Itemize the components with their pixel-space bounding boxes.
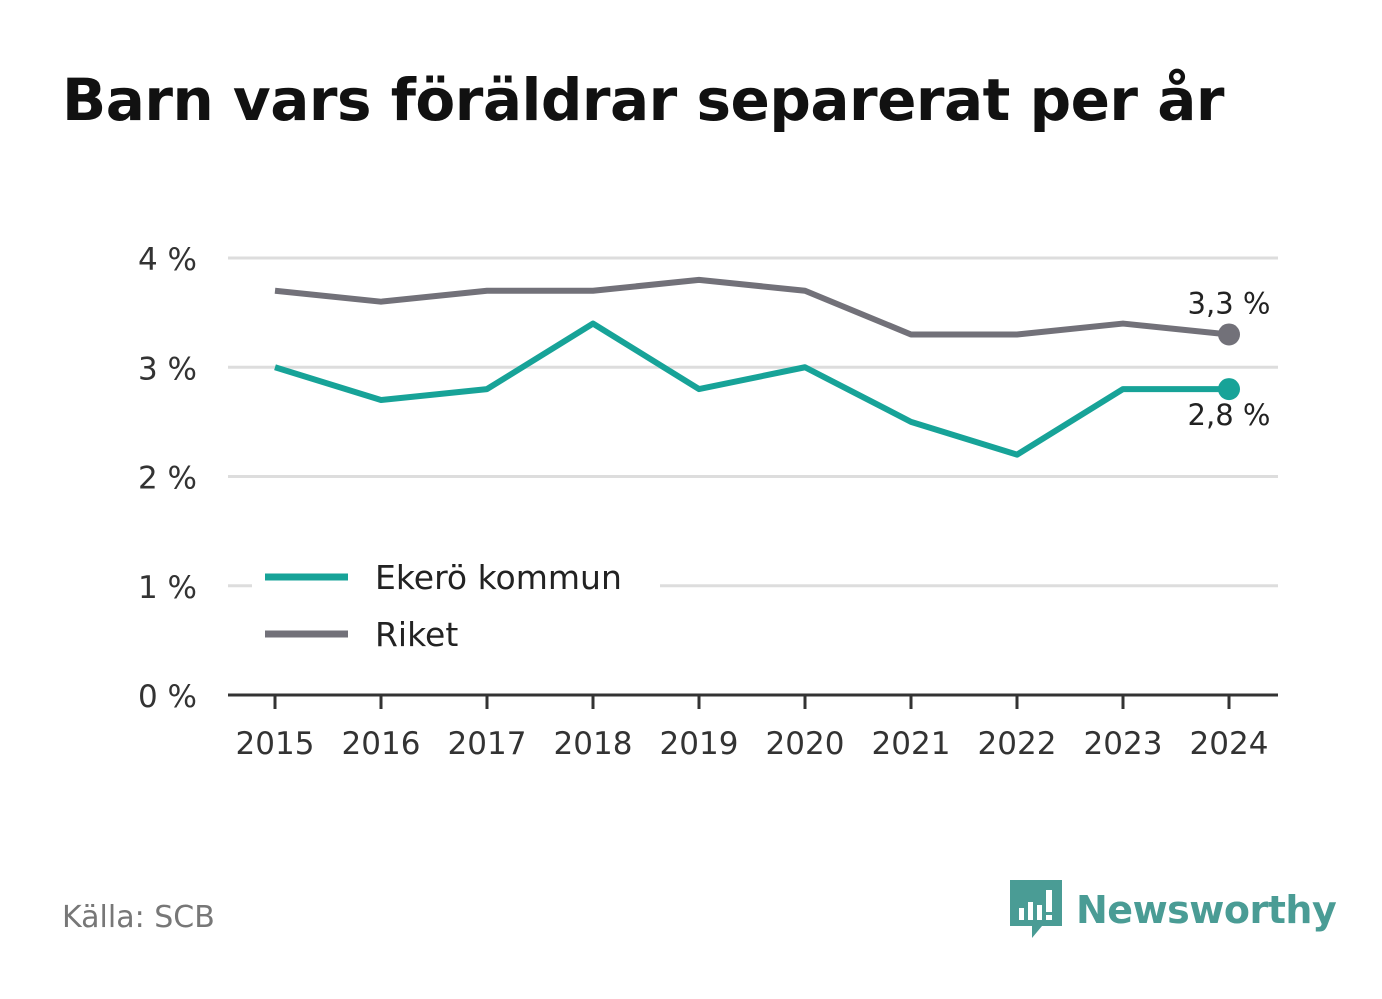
x-tick-label: 2018 <box>554 726 633 762</box>
source-note: Källa: SCB <box>62 900 215 935</box>
brand-name: Newsworthy <box>1076 888 1337 932</box>
x-tick-label: 2023 <box>1084 726 1163 762</box>
x-tick-label: 2021 <box>872 726 951 762</box>
x-axis-tick-labels: 2015 2016 2017 2018 2019 2020 2021 2022 2023 2024 <box>236 695 1269 762</box>
legend: Ekerö kommun Riket <box>252 548 660 658</box>
x-tick-label: 2022 <box>978 726 1057 762</box>
y-tick-label: 2 % <box>138 461 197 497</box>
x-tick-label: 2024 <box>1190 726 1269 762</box>
bar-chart-speech-bubble-icon <box>1010 880 1062 938</box>
x-tick-label: 2016 <box>342 726 421 762</box>
end-marker <box>1218 378 1240 401</box>
series-lines <box>274 276 1240 458</box>
end-value-labels: 2,8 % 3,3 % <box>1188 286 1271 432</box>
end-value-label: 3,3 % <box>1188 286 1271 320</box>
y-tick-label: 4 % <box>138 242 197 278</box>
end-value-label: 2,8 % <box>1188 398 1271 432</box>
x-tick-label: 2020 <box>766 726 845 762</box>
y-axis-tick-labels: 0 % 1 % 2 % 3 % 4 % <box>138 242 197 715</box>
legend-label: Ekerö kommun <box>375 558 622 597</box>
series-line-ekero-kommun <box>274 320 1229 458</box>
y-tick-label: 3 % <box>138 351 197 387</box>
x-tick-label: 2019 <box>660 726 739 762</box>
end-marker <box>1218 323 1240 346</box>
y-tick-label: 0 % <box>138 679 197 715</box>
series-line-riket <box>274 276 1230 338</box>
x-tick-label: 2015 <box>236 726 315 762</box>
x-tick-label: 2017 <box>448 726 527 762</box>
legend-label: Riket <box>375 615 458 654</box>
newsworthy-logo: Newsworthy <box>1010 878 1337 942</box>
y-tick-label: 1 % <box>138 570 197 606</box>
chart-title: Barn vars föräldrar separerat per år <box>62 66 1224 134</box>
legend-background <box>252 548 660 658</box>
